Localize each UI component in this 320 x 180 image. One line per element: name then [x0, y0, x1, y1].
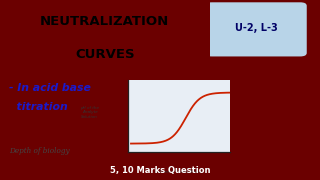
Text: pH of the
Analyte
Solution: pH of the Analyte Solution — [80, 106, 99, 119]
Text: CURVES: CURVES — [75, 48, 135, 60]
Text: NEUTRALIZATION: NEUTRALIZATION — [40, 15, 169, 28]
FancyBboxPatch shape — [205, 2, 307, 57]
Text: Depth of biology: Depth of biology — [9, 147, 70, 156]
Text: U-2, L-3: U-2, L-3 — [235, 23, 277, 33]
Text: 5, 10 Marks Question: 5, 10 Marks Question — [110, 166, 210, 175]
Text: titration: titration — [9, 102, 68, 112]
Text: - In acid base: - In acid base — [9, 83, 91, 93]
Text: Volume of Titrant Added: Volume of Titrant Added — [156, 170, 203, 174]
